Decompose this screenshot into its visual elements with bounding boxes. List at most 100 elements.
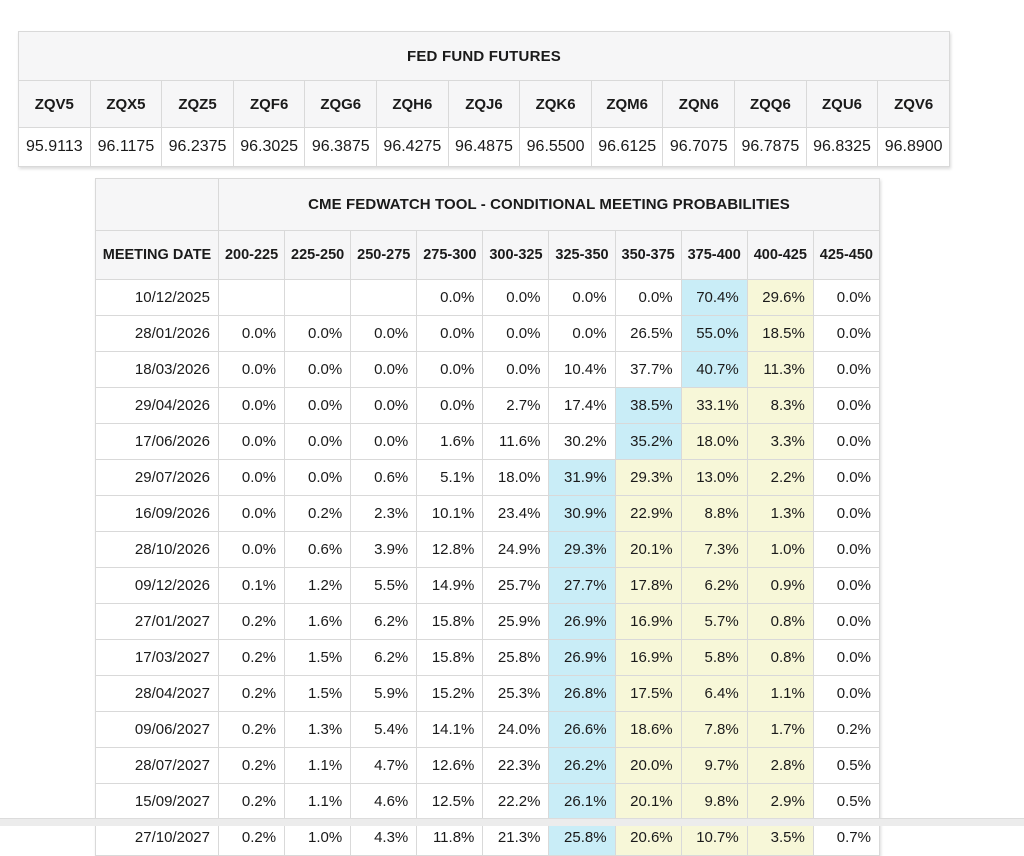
probability-cell: 11.6% [482,423,550,460]
probability-cell: 2.8% [746,747,814,784]
fedwatch-header-row: MEETING DATE 200-225 225-250 250-275 275-30… [95,230,880,280]
probability-cell: 0.2% [217,675,286,712]
fed-fund-futures-table: FED FUND FUTURES ZQV5 ZQX5 ZQZ5 ZQF6 ZQG6 ZQH… [18,31,950,167]
futures-price-cell: 96.1175 [89,127,163,167]
probability-cell: 9.8% [680,783,748,820]
probability-cell: 0.0% [350,387,418,424]
fedwatch-row: 09/12/2026 0.1% 1.2% 5.5% 14.9% 25.7% 27.7% 17.… [95,567,880,604]
meeting-date-cell: 28/07/2027 [95,747,219,784]
probability-cell: 20.1% [614,783,682,820]
probability-cell: 35.2% [614,423,682,460]
meeting-date-cell: 16/09/2026 [95,495,219,532]
probability-cell: 0.0% [812,351,880,388]
fedwatch-row: 16/09/2026 0.0% 0.2% 2.3% 10.1% 23.4% 30.9% 22.… [95,495,880,532]
probability-cell: 0.9% [746,567,814,604]
probability-cell: 37.7% [614,351,682,388]
probability-cell: 29.3% [614,459,682,496]
fedwatch-row: 29/04/2026 0.0% 0.0% 0.0% 0.0% 2.7% 17.4% 38.5%… [95,387,880,424]
probability-cell: 0.0% [284,351,352,388]
probability-cell: 30.2% [548,423,616,460]
probability-cell: 8.8% [680,495,748,532]
probability-cell: 0.1% [217,567,286,604]
futures-table-title: FED FUND FUTURES [18,31,950,81]
probability-cell: 3.3% [746,423,814,460]
rate-range-header: 275-300 [416,230,484,280]
probability-cell: 0.0% [812,495,880,532]
probability-cell: 1.2% [284,567,352,604]
probability-cell: 25.9% [482,603,550,640]
futures-price-cell: 96.3025 [232,127,306,167]
probability-cell: 0.8% [746,603,814,640]
probability-cell: 33.1% [680,387,748,424]
fedwatch-row: 29/07/2026 0.0% 0.0% 0.6% 5.1% 18.0% 31.9% 29.3… [95,459,880,496]
rate-range-header: 425-450 [812,230,880,280]
probability-cell: 0.0% [284,387,352,424]
probability-cell: 40.7% [680,351,748,388]
probability-cell: 31.9% [548,459,616,496]
fedwatch-row: 18/03/2026 0.0% 0.0% 0.0% 0.0% 0.0% 10.4% 37.7%… [95,351,880,388]
probability-cell: 0.0% [416,279,484,316]
probability-cell: 0.2% [217,783,286,820]
futures-price-cell: 96.7875 [734,127,807,167]
probability-cell: 1.3% [284,711,352,748]
probability-cell: 25.3% [482,675,550,712]
probability-cell: 12.8% [416,531,484,568]
meeting-date-cell: 15/09/2027 [95,783,219,820]
probability-cell: 0.0% [482,351,550,388]
fedwatch-row: 27/01/2027 0.2% 1.6% 6.2% 15.8% 25.9% 26.9% 16.… [95,603,880,640]
probability-cell: 0.5% [812,747,880,784]
probability-cell: 0.0% [217,387,286,424]
futures-price-cell: 95.9113 [18,127,91,167]
probability-cell: 0.0% [217,531,286,568]
probability-cell: 0.0% [812,279,880,316]
probability-cell: 14.9% [416,567,484,604]
probability-cell: 0.2% [217,711,286,748]
meeting-date-cell: 27/01/2027 [95,603,219,640]
probability-cell: 12.5% [416,783,484,820]
meeting-date-cell: 28/04/2027 [95,675,219,712]
probability-cell: 15.2% [416,675,484,712]
probability-cell: 0.0% [217,459,286,496]
futures-symbol-cell: ZQV5 [18,80,91,128]
probability-cell: 1.1% [284,783,352,820]
probability-cell: 0.0% [482,279,550,316]
futures-table-head: FED FUND FUTURES ZQV5 ZQX5 ZQZ5 ZQF6 ZQG6 ZQH… [18,31,950,128]
probability-cell: 0.0% [350,423,418,460]
futures-price-cell: 96.4875 [447,127,521,167]
probability-cell: 17.4% [548,387,616,424]
meeting-date-cell: 10/12/2025 [95,279,219,316]
rate-range-header: 300-325 [482,230,550,280]
meeting-date-cell: 29/07/2026 [95,459,219,496]
probability-cell: 26.9% [548,603,616,640]
probability-cell: 26.6% [548,711,616,748]
probability-cell: 0.0% [812,567,880,604]
fedwatch-row: 17/06/2026 0.0% 0.0% 0.0% 1.6% 11.6% 30.2% 35.2… [95,423,880,460]
probability-cell: 0.0% [548,315,616,352]
probability-cell: 1.7% [746,711,814,748]
probability-cell: 0.2% [217,603,286,640]
rate-range-header: 225-250 [284,230,352,280]
probability-cell: 0.0% [812,459,880,496]
futures-symbol-cell: ZQF6 [232,80,306,128]
probability-cell: 1.3% [746,495,814,532]
probability-cell [350,279,418,316]
meeting-date-cell: 09/12/2026 [95,567,219,604]
probability-cell: 23.4% [482,495,550,532]
probability-cell: 0.6% [284,531,352,568]
fedwatch-table-body: 10/12/2025 0.0% 0.0% 0.0% 0.0% 70.4% 29.6% 0.0%… [95,279,880,856]
probability-cell: 0.0% [812,387,880,424]
probability-cell: 26.5% [614,315,682,352]
probability-cell: 0.0% [812,315,880,352]
futures-symbol-cell: ZQM6 [590,80,664,128]
meeting-date-header: MEETING DATE [95,230,219,280]
probability-cell: 5.9% [350,675,418,712]
meeting-date-cell: 28/10/2026 [95,531,219,568]
probability-cell: 6.4% [680,675,748,712]
probability-cell: 0.0% [350,315,418,352]
probability-cell: 24.0% [482,711,550,748]
probability-cell: 0.0% [812,675,880,712]
probability-cell: 16.9% [614,603,682,640]
futures-title-row: FED FUND FUTURES [18,31,950,81]
fedwatch-title-row: CME FEDWATCH TOOL - CONDITIONAL MEETING … [95,178,880,231]
futures-symbol-cell: ZQK6 [519,80,592,128]
